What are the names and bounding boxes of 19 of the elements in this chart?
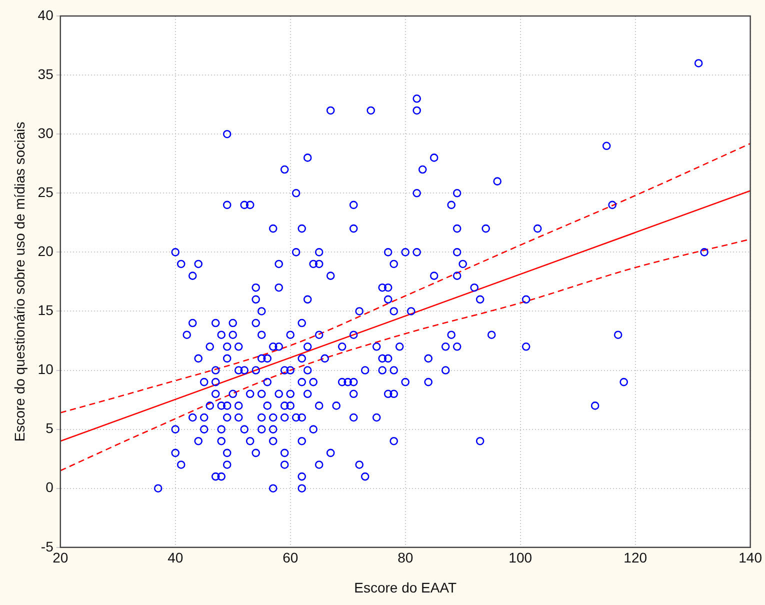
line-series xyxy=(60,142,750,414)
y-tick-label: -5 xyxy=(40,538,54,554)
y-tick-label: 20 xyxy=(38,243,54,260)
x-tick-label: 80 xyxy=(398,550,414,566)
y-tick-label: 25 xyxy=(38,184,54,200)
x-tick-label: 120 xyxy=(624,550,648,566)
y-tick-label: 30 xyxy=(38,124,54,141)
y-tick-label: 15 xyxy=(38,302,54,318)
y-tick-label: 5 xyxy=(46,420,54,436)
x-tick-label: 100 xyxy=(508,550,532,566)
x-tick-label: 40 xyxy=(168,550,184,566)
x-tick-label: 60 xyxy=(282,550,298,566)
y-tick-label: 0 xyxy=(46,479,54,496)
y-tick-label: 40 xyxy=(38,6,54,23)
y-tick-label: 10 xyxy=(38,361,54,378)
x-tick-label: 140 xyxy=(738,550,762,566)
x-axis-title: Escore do EAAT xyxy=(354,579,458,596)
y-axis-title: Escore do questionário sobre uso de mídias sociais xyxy=(11,122,28,442)
y-tick-label: 35 xyxy=(38,66,54,82)
